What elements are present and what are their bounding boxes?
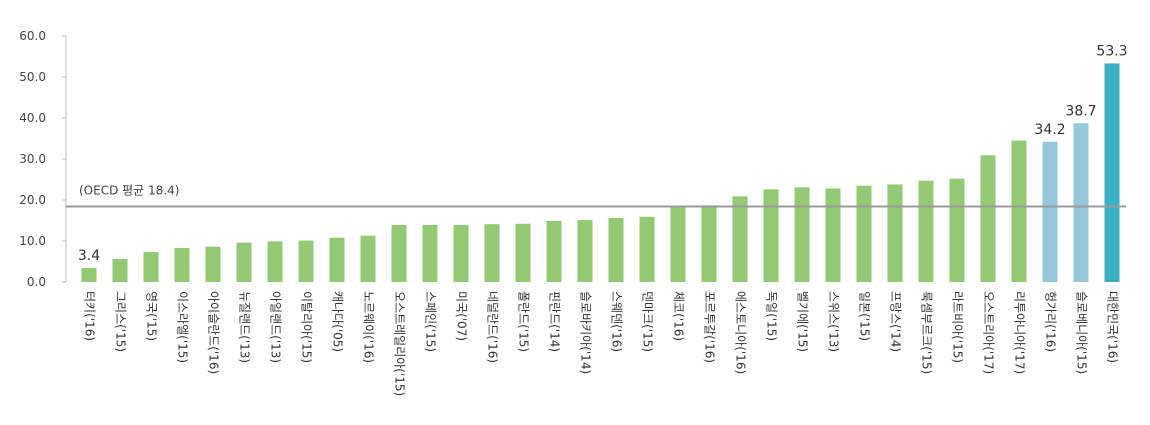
- bar: [236, 242, 252, 282]
- x-tick-label: 그리스('15): [114, 291, 128, 352]
- bar: [763, 189, 779, 282]
- x-tick-label: 스페인('15): [424, 291, 438, 352]
- data-label: 53.3: [1096, 43, 1127, 59]
- data-label: 38.7: [1065, 103, 1096, 119]
- bar: [670, 207, 686, 282]
- y-tick-label: 10.0: [19, 234, 46, 248]
- bar: [577, 220, 593, 282]
- bar: [701, 205, 717, 282]
- bar: [174, 247, 190, 282]
- bar: [453, 225, 469, 282]
- bar: [298, 240, 314, 282]
- y-tick-label: 40.0: [19, 111, 46, 125]
- bar: [980, 155, 996, 282]
- x-tick-label: 독일('15): [765, 291, 779, 341]
- x-tick-label: 이탈리아('15): [300, 291, 314, 363]
- bar: [887, 184, 903, 282]
- x-tick-label: 헝가리('16): [1044, 291, 1058, 352]
- x-tick-label: 룩셈부르크('15): [920, 291, 934, 374]
- x-tick-label: 아일랜드('13): [269, 291, 283, 363]
- x-tick-label: 네덜란드('16): [486, 291, 500, 363]
- bar: [1042, 141, 1058, 282]
- bar: [205, 246, 221, 282]
- y-axis: 0.0 10.0 20.0 30.0 40.0 50.0 60.0: [19, 29, 67, 289]
- bar: [81, 268, 97, 282]
- x-tick-label: 벨기에('15): [796, 291, 810, 352]
- x-tick-label: 노르웨이('16): [362, 291, 376, 363]
- bar: [484, 224, 500, 282]
- x-tick-label: 폴란드('15): [517, 291, 531, 352]
- x-tick-label: 라트비아('15): [951, 291, 965, 363]
- bar: [825, 188, 841, 282]
- bar: [949, 178, 965, 282]
- data-label: 34.2: [1034, 122, 1065, 138]
- bar: [515, 223, 531, 282]
- x-axis-labels: 터키('16) 그리스('15) 영국('15) 이스라엘('15) 아이슬란드('16…: [83, 291, 1120, 396]
- bar: [856, 185, 872, 282]
- x-tick-label: 오스트리아('17): [982, 291, 996, 374]
- x-tick-label: 에스토니아('16): [734, 291, 748, 374]
- x-tick-label: 아이슬란드('16): [207, 291, 221, 374]
- x-tick-label: 이스라엘('15): [176, 291, 190, 363]
- bar: [391, 225, 407, 282]
- y-tick-label: 30.0: [19, 152, 46, 166]
- x-tick-label: 체코('16): [672, 291, 686, 341]
- x-tick-label: 일본('15): [858, 291, 872, 341]
- x-tick-label: 뉴질랜드('13): [238, 291, 252, 363]
- bar: [267, 241, 283, 282]
- x-tick-label: 캐나다('05): [331, 291, 345, 352]
- x-tick-label: 슬로베니아('15): [1075, 291, 1089, 374]
- oecd-average-label: (OECD 평균 18.4): [79, 184, 179, 198]
- x-tick-label: 스위스('13): [827, 291, 841, 352]
- x-tick-label: 스웨덴('16): [610, 291, 624, 352]
- bar: [546, 220, 562, 282]
- bar: [1073, 123, 1089, 282]
- bar: [639, 216, 655, 282]
- x-tick-label: 오스트레일리아('15): [393, 291, 407, 396]
- x-tick-label: 대한민국('16): [1106, 291, 1120, 363]
- x-tick-label: 리투아니아('17): [1013, 291, 1027, 374]
- x-tick-label: 프랑스('14): [889, 291, 903, 352]
- x-tick-label: 슬로바키아('14): [579, 291, 593, 374]
- bar: [1104, 63, 1120, 282]
- x-tick-label: 터키('16): [83, 291, 97, 341]
- bar: [794, 187, 810, 282]
- bar: [608, 218, 624, 282]
- reference-line-group: (OECD 평균 18.4): [66, 184, 1126, 208]
- bar: [112, 259, 128, 282]
- y-tick-label: 0.0: [27, 275, 46, 289]
- x-tick-label: 덴마크('15): [641, 291, 655, 352]
- data-labels-layer: 3.4 34.238.7 53.3: [78, 43, 1128, 264]
- bar: [143, 252, 159, 282]
- bar: [1011, 140, 1027, 282]
- y-tick-label: 20.0: [19, 193, 46, 207]
- bar: [422, 225, 438, 282]
- x-tick-label: 포르투갈('16): [703, 291, 717, 363]
- y-tick-label: 50.0: [19, 70, 46, 84]
- bar: [360, 235, 376, 282]
- x-tick-label: 미국('07): [455, 291, 469, 341]
- bar: [329, 237, 345, 282]
- x-tick-label: 핀란드('14): [548, 291, 562, 352]
- bar: [732, 196, 748, 282]
- data-label: 3.4: [78, 248, 100, 264]
- x-tick-label: 영국('15): [145, 291, 159, 341]
- y-tick-label: 60.0: [19, 29, 46, 43]
- bar: [918, 180, 934, 282]
- bars-layer: [81, 63, 1120, 282]
